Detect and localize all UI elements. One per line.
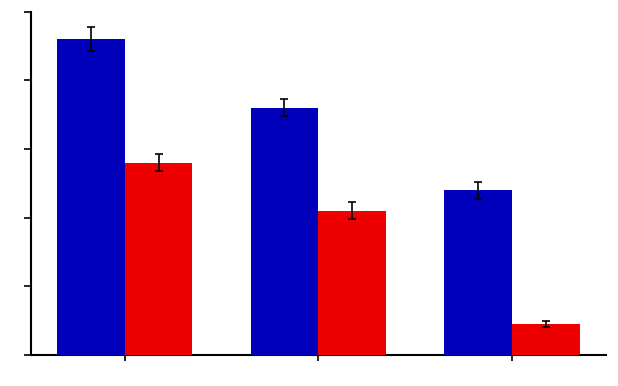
Bar xyxy=(57,39,125,355)
Bar xyxy=(125,163,192,355)
Bar xyxy=(512,324,580,355)
Bar xyxy=(444,190,512,355)
Bar xyxy=(250,108,318,355)
Bar xyxy=(318,211,386,355)
